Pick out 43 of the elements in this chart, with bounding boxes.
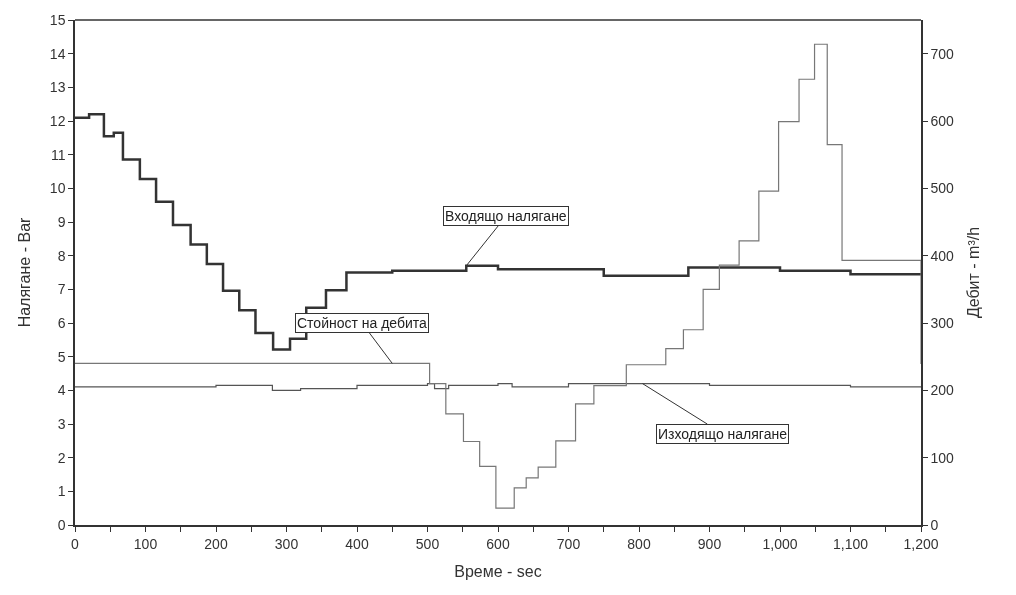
x-tick-label: 200	[204, 535, 228, 552]
x-axis-title: Време - sec	[454, 562, 542, 580]
y-tick-label: 12	[49, 112, 66, 129]
y2-tick-label: 600	[930, 112, 955, 129]
y2-tick-label: 0	[930, 516, 939, 533]
annotation: Стойност на дебита	[297, 315, 428, 331]
x-tick-label: 400	[345, 535, 369, 552]
x-tick-label: 900	[697, 535, 722, 552]
y2-tick-label: 400	[930, 247, 955, 264]
y-tick-label: 7	[57, 281, 66, 298]
x-tick-label: 600	[486, 535, 510, 552]
y-tick-label: 14	[49, 45, 66, 62]
y2-tick-label: 500	[930, 180, 955, 197]
y-tick-label: 9	[57, 213, 66, 230]
y2-axis-title: Дебит - m³/h	[965, 226, 983, 319]
x-tick-label: 1,000	[762, 535, 798, 552]
y-tick-label: 8	[57, 247, 66, 264]
annotation: Изходящо налягане	[658, 426, 788, 442]
y-axis-title: Налягане - Bar	[16, 216, 34, 328]
x-tick-label: 700	[556, 535, 581, 552]
x-tick-label: 500	[415, 535, 440, 552]
y-tick-label: 10	[49, 180, 66, 197]
y-tick-label: 0	[57, 516, 66, 533]
y-tick-label: 6	[57, 314, 66, 331]
y-tick-label: 15	[49, 11, 66, 28]
x-tick-label: 800	[627, 535, 651, 552]
annotation: Входящо налягане	[445, 208, 567, 224]
x-tick-label: 300	[274, 535, 299, 552]
y-tick-label: 11	[50, 146, 66, 163]
x-tick-label: 0	[71, 535, 80, 552]
y2-tick-label: 200	[930, 382, 955, 399]
y2-tick-label: 100	[930, 449, 955, 466]
y-tick-label: 3	[57, 415, 66, 432]
y-tick-label: 2	[57, 449, 66, 466]
x-tick-label: 1,100	[832, 535, 869, 552]
y2-tick-label: 700	[930, 45, 955, 62]
y-tick-label: 13	[49, 79, 66, 96]
x-tick-label: 100	[133, 535, 158, 552]
y-tick-label: 1	[57, 483, 66, 500]
y-tick-label: 4	[57, 382, 66, 399]
x-tick-label: 1,200	[903, 535, 939, 552]
y2-tick-label: 300	[930, 314, 955, 331]
y-tick-label: 5	[57, 348, 66, 365]
